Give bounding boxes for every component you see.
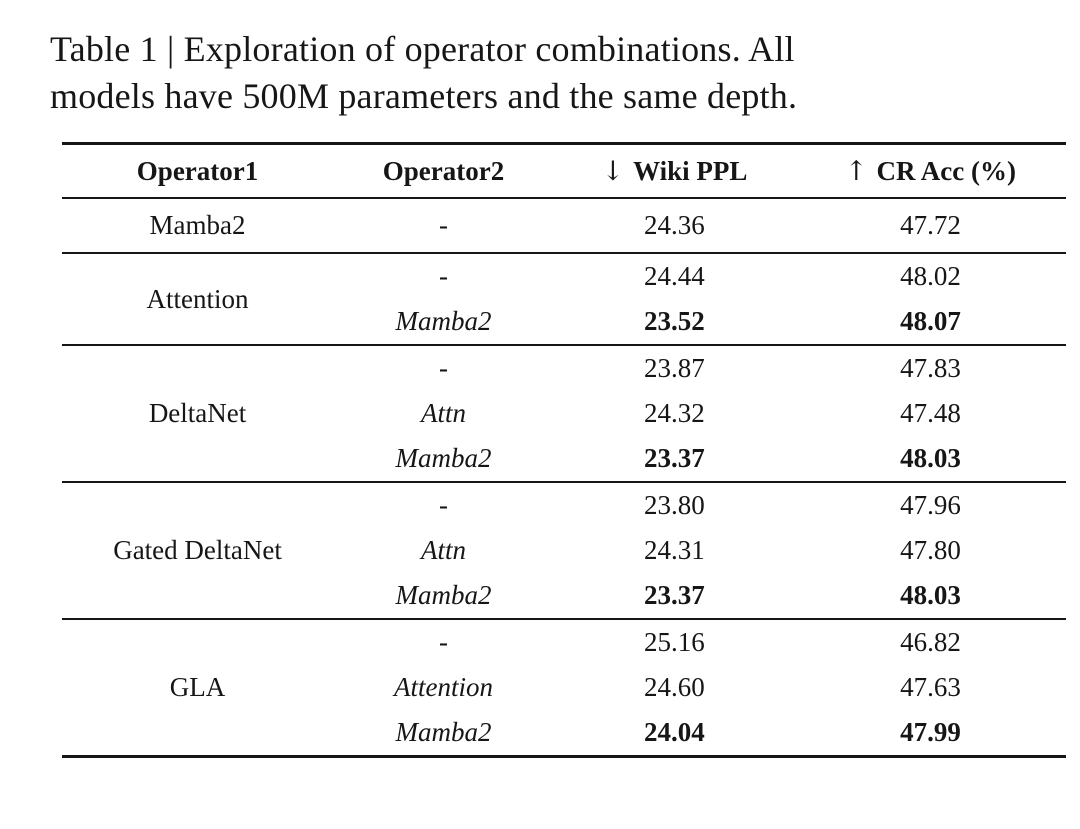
table-row: Attn 24.32 47.48: [62, 391, 1066, 436]
group-gla: GLA - 25.16 46.82 Attention 24.60 47.63 …: [62, 619, 1066, 757]
wiki-ppl-cell: 24.32: [644, 398, 705, 428]
table-row: Mamba2 23.37 48.03: [62, 436, 1066, 482]
table-row: Mamba2 - 24.36 47.72: [62, 198, 1066, 253]
table-row: Mamba2 24.04 47.99: [62, 710, 1066, 757]
table-row: GLA - 25.16 46.82: [62, 619, 1066, 702]
header-wiki-ppl: ↓ Wiki PPL: [554, 144, 795, 199]
wiki-ppl-cell: 23.80: [644, 490, 705, 520]
operator2-cell: -: [439, 261, 449, 291]
cr-acc-cell: 47.72: [900, 210, 961, 240]
caption-line-2: models have 500M parameters and the same…: [50, 76, 798, 116]
wiki-ppl-cell: 24.60: [644, 672, 705, 702]
table-row: DeltaNet - 23.87 47.83: [62, 345, 1066, 428]
paper-table-figure: Table 1 | Exploration of operator combin…: [0, 26, 1080, 758]
cr-acc-cell: 47.83: [900, 353, 961, 383]
operator2-cell: -: [439, 627, 449, 657]
operator2-cell: Mamba2: [395, 580, 492, 610]
cr-acc-cell: 48.02: [900, 261, 961, 291]
header-operator2: Operator2: [333, 144, 554, 199]
wiki-ppl-cell: 25.16: [644, 627, 705, 657]
table-row: Attention - 24.44 48.02: [62, 253, 1066, 314]
operator2-cell: Mamba2: [395, 306, 492, 336]
table-header: Operator1 Operator2 ↓ Wiki PPL ↑ CR Acc (%…: [62, 144, 1066, 199]
operator2-cell: Attention: [394, 672, 493, 702]
cr-acc-cell: 48.03: [900, 443, 961, 473]
operator2-cell: Attn: [421, 535, 467, 565]
header-row: Operator1 Operator2 ↓ Wiki PPL ↑ CR Acc (%…: [62, 144, 1066, 199]
cr-acc-cell: 47.63: [900, 672, 961, 702]
cr-acc-cell: 47.96: [900, 490, 961, 520]
results-table: Operator1 Operator2 ↓ Wiki PPL ↑ CR Acc (%…: [62, 142, 1066, 758]
header-cr-acc: ↑ CR Acc (%): [795, 144, 1066, 199]
table-row: Mamba2 23.52 48.07: [62, 299, 1066, 345]
wiki-ppl-cell: 23.87: [644, 353, 705, 383]
caption-line-1: Table 1 | Exploration of operator combin…: [50, 29, 795, 69]
group-deltanet: DeltaNet - 23.87 47.83 Attn 24.32 47.48 …: [62, 345, 1066, 482]
header-operator1-label: Operator1: [136, 156, 259, 186]
wiki-ppl-cell: 24.31: [644, 535, 705, 565]
cr-acc-cell: 47.80: [900, 535, 961, 565]
operator2-cell: Mamba2: [395, 443, 492, 473]
cr-acc-cell: 48.07: [900, 306, 961, 336]
table-row: Attention 24.60 47.63: [62, 665, 1066, 710]
operator1-cell: GLA: [169, 672, 226, 702]
header-operator2-label: Operator2: [382, 156, 505, 186]
table-row: Mamba2 23.37 48.03: [62, 573, 1066, 619]
cr-acc-cell: 47.99: [900, 717, 961, 747]
up-arrow-icon: ↑: [844, 156, 868, 187]
cr-acc-cell: 47.48: [900, 398, 961, 428]
operator2-cell: -: [439, 353, 449, 383]
cr-acc-cell: 46.82: [900, 627, 961, 657]
wiki-ppl-cell: 24.44: [644, 261, 705, 291]
operator1-cell: Mamba2: [149, 210, 246, 240]
header-wiki-ppl-label: Wiki PPL: [633, 156, 748, 186]
down-arrow-icon: ↓: [601, 156, 625, 187]
group-mamba2: Mamba2 - 24.36 47.72: [62, 198, 1066, 253]
operator2-cell: Mamba2: [395, 717, 492, 747]
wiki-ppl-cell: 24.36: [644, 210, 705, 240]
table-row: Attn 24.31 47.80: [62, 528, 1066, 573]
header-cr-acc-label: CR Acc (%): [876, 156, 1016, 186]
header-operator1: Operator1: [62, 144, 333, 199]
operator2-cell: -: [439, 210, 449, 240]
table-caption: Table 1 | Exploration of operator combin…: [50, 26, 1060, 120]
operator1-cell: Gated DeltaNet: [113, 535, 282, 565]
group-gated-deltanet: Gated DeltaNet - 23.80 47.96 Attn 24.31 …: [62, 482, 1066, 619]
operator1-cell: DeltaNet: [148, 398, 247, 428]
table-row: Gated DeltaNet - 23.80 47.96: [62, 482, 1066, 565]
wiki-ppl-cell: 23.37: [644, 580, 705, 610]
wiki-ppl-cell: 23.37: [644, 443, 705, 473]
operator2-cell: Attn: [421, 398, 467, 428]
operator2-cell: -: [439, 490, 449, 520]
wiki-ppl-cell: 23.52: [644, 306, 705, 336]
operator1-cell: Attention: [146, 283, 249, 314]
wiki-ppl-cell: 24.04: [644, 717, 705, 747]
cr-acc-cell: 48.03: [900, 580, 961, 610]
group-attention: Attention - 24.44 48.02 Mamba2 23.52 48.…: [62, 253, 1066, 345]
